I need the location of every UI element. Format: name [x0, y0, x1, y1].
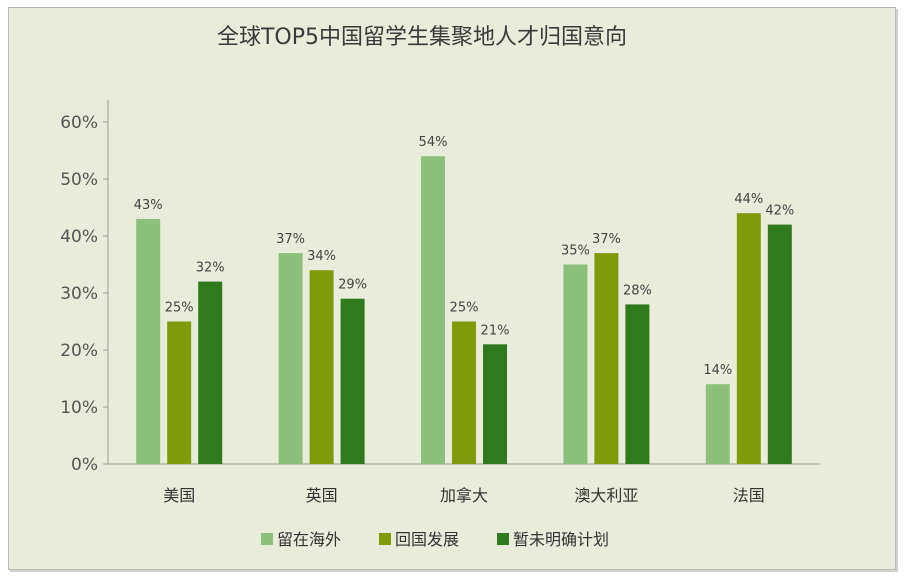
bar [340, 298, 365, 464]
y-tick-label: 0% [71, 455, 98, 475]
data-label: 14% [703, 363, 732, 378]
legend-item: 暂未明确计划 [497, 530, 609, 549]
y-tick-label: 60% [60, 113, 98, 133]
bar [136, 218, 161, 464]
data-label: 44% [734, 192, 763, 207]
chart-title: 全球TOP5中国留学生集聚地人才归国意向 [217, 25, 627, 50]
data-labels: 43%25%32%37%34%29%54%25%21%35%37%28%14%4… [134, 135, 795, 378]
data-label: 25% [450, 301, 479, 316]
data-label: 37% [276, 232, 305, 247]
bar [705, 384, 730, 464]
legend-label: 留在海外 [277, 530, 341, 549]
data-label: 21% [481, 323, 510, 338]
y-tick-label: 30% [60, 284, 98, 304]
bars [136, 156, 792, 464]
data-label: 28% [623, 283, 652, 298]
y-tick-label: 20% [60, 341, 98, 361]
bar [278, 253, 303, 464]
legend-swatch [497, 533, 509, 545]
data-label: 37% [592, 232, 621, 247]
x-tick-label: 澳大利亚 [574, 486, 638, 505]
legend-swatch [261, 533, 273, 545]
legend-item: 回国发展 [379, 530, 459, 549]
data-label: 34% [307, 249, 336, 264]
data-label: 54% [419, 135, 448, 150]
data-label: 29% [338, 278, 367, 293]
data-label: 43% [134, 198, 163, 213]
y-tick-label: 10% [60, 398, 98, 418]
bar [452, 321, 476, 464]
data-label: 25% [165, 301, 194, 316]
legend-label: 回国发展 [395, 530, 459, 549]
legend-label: 暂未明确计划 [513, 530, 609, 549]
x-tick-label: 英国 [306, 486, 338, 505]
y-tick-label: 40% [60, 227, 98, 247]
bar [198, 281, 223, 464]
axes: 0% 10% 20% 30% 40% 50% 60% 美国 英国 加拿大 澳大利亚 法国 [60, 100, 820, 505]
bar [563, 264, 588, 464]
bar [167, 321, 192, 464]
legend-item: 留在海外 [261, 530, 341, 549]
bar [767, 224, 792, 464]
bar [421, 156, 445, 464]
bar [309, 270, 334, 464]
legend: 留在海外 回国发展 暂未明确计划 [261, 530, 609, 549]
y-tick-label: 50% [60, 170, 98, 190]
bar [625, 304, 650, 464]
data-label: 42% [765, 204, 794, 219]
bar [483, 344, 507, 464]
bar [736, 213, 761, 464]
x-tick-label: 加拿大 [440, 486, 488, 505]
data-label: 35% [561, 244, 590, 259]
legend-swatch [379, 533, 391, 545]
x-tick-label: 美国 [163, 486, 195, 505]
bar [594, 253, 619, 464]
data-label: 32% [196, 261, 225, 276]
x-tick-label: 法国 [733, 486, 765, 505]
